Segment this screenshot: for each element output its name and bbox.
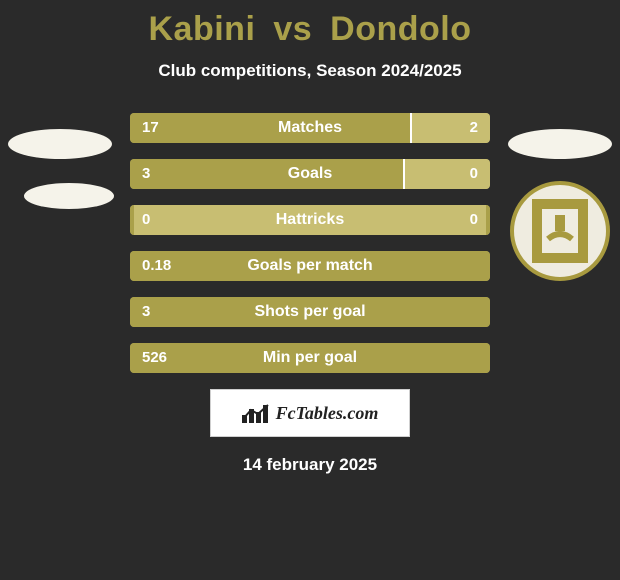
fctables-badge[interactable]: FcTables.com <box>210 389 410 437</box>
subtitle: Club competitions, Season 2024/2025 <box>0 61 620 81</box>
content-row: 172Matches 30Goals 00Hattricks 0.18Goals pe… <box>0 111 620 373</box>
stat-row: 00Hattricks <box>130 205 490 235</box>
stat-label: Goals <box>130 159 490 189</box>
title-player1: Kabini <box>149 10 256 48</box>
logo-right-ellipse <box>508 129 612 159</box>
stat-label: Shots per goal <box>130 297 490 327</box>
stat-row: 3Shots per goal <box>130 297 490 327</box>
stat-label: Matches <box>130 113 490 143</box>
chart-icon <box>242 403 270 423</box>
stat-row: 0.18Goals per match <box>130 251 490 281</box>
page-title: Kabini vs Dondolo <box>0 0 620 49</box>
logo-left-ellipse-1 <box>8 129 112 159</box>
stat-label: Goals per match <box>130 251 490 281</box>
stat-row: 526Min per goal <box>130 343 490 373</box>
logo-left-ellipse-2 <box>24 183 114 209</box>
stat-row: 30Goals <box>130 159 490 189</box>
stat-label: Min per goal <box>130 343 490 373</box>
team-logo-right <box>500 111 620 281</box>
stat-row: 172Matches <box>130 113 490 143</box>
badge-text: FcTables.com <box>276 403 379 424</box>
page-root: Kabini vs Dondolo Club competitions, Sea… <box>0 0 620 580</box>
title-vs: vs <box>273 10 312 48</box>
club-crest-icon <box>510 181 610 281</box>
team-logo-left <box>0 111 120 281</box>
title-player2: Dondolo <box>330 10 471 48</box>
date-label: 14 february 2025 <box>0 455 620 475</box>
stat-label: Hattricks <box>130 205 490 235</box>
stats-bar-list: 172Matches 30Goals 00Hattricks 0.18Goals pe… <box>130 111 490 373</box>
